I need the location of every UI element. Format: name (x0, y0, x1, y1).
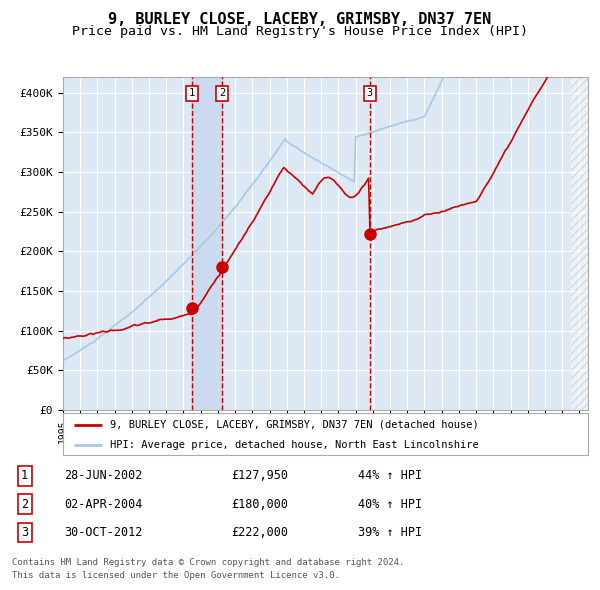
Text: 3: 3 (367, 88, 373, 99)
Text: 44% ↑ HPI: 44% ↑ HPI (358, 469, 422, 482)
Text: 2: 2 (219, 88, 226, 99)
Text: HPI: Average price, detached house, North East Lincolnshire: HPI: Average price, detached house, Nort… (110, 440, 479, 450)
Text: Price paid vs. HM Land Registry's House Price Index (HPI): Price paid vs. HM Land Registry's House … (72, 25, 528, 38)
Text: Contains HM Land Registry data © Crown copyright and database right 2024.: Contains HM Land Registry data © Crown c… (12, 558, 404, 566)
Text: £127,950: £127,950 (231, 469, 288, 482)
Text: 1: 1 (21, 469, 28, 482)
Text: 02-APR-2004: 02-APR-2004 (64, 497, 142, 510)
Text: 9, BURLEY CLOSE, LACEBY, GRIMSBY, DN37 7EN: 9, BURLEY CLOSE, LACEBY, GRIMSBY, DN37 7… (109, 12, 491, 27)
Text: 39% ↑ HPI: 39% ↑ HPI (358, 526, 422, 539)
Text: 40% ↑ HPI: 40% ↑ HPI (358, 497, 422, 510)
Bar (192, 77, 222, 410)
Bar (571, 77, 588, 410)
Text: £180,000: £180,000 (231, 497, 288, 510)
Text: 3: 3 (21, 526, 28, 539)
Text: 30-OCT-2012: 30-OCT-2012 (64, 526, 142, 539)
Text: 2: 2 (21, 497, 28, 510)
Text: This data is licensed under the Open Government Licence v3.0.: This data is licensed under the Open Gov… (12, 571, 340, 579)
Text: £222,000: £222,000 (231, 526, 288, 539)
Text: 28-JUN-2002: 28-JUN-2002 (64, 469, 142, 482)
Text: 1: 1 (189, 88, 195, 99)
Text: 9, BURLEY CLOSE, LACEBY, GRIMSBY, DN37 7EN (detached house): 9, BURLEY CLOSE, LACEBY, GRIMSBY, DN37 7… (110, 420, 479, 430)
